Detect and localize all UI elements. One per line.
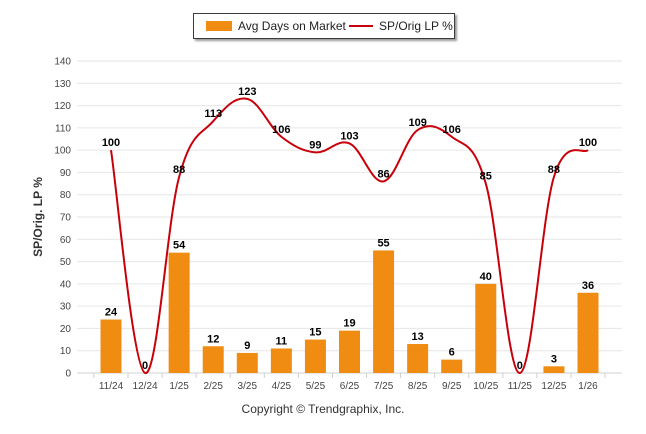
line-data-label: 99 (309, 139, 321, 151)
bar (339, 330, 360, 373)
bar (475, 283, 497, 373)
y-tick-label: 10 (60, 346, 72, 357)
x-tick-label: 6/25 (340, 381, 360, 392)
bar-data-label: 0 (517, 360, 523, 372)
bar-data-label: 36 (582, 280, 594, 292)
line-data-label: 106 (443, 124, 461, 136)
line-data-label: 100 (102, 137, 120, 149)
bar-data-label: 19 (343, 318, 355, 330)
y-tick-label: 110 (55, 123, 71, 134)
bar (441, 359, 463, 373)
y-tick-label: 30 (60, 302, 72, 313)
bar (543, 366, 565, 373)
line-data-label: 88 (173, 164, 185, 176)
x-tick-label: 11/25 (508, 381, 533, 392)
line-data-label: 113 (204, 108, 222, 120)
y-tick-label: 60 (60, 235, 72, 246)
y-tick-label: 0 (65, 369, 71, 380)
bar-data-label: 9 (244, 340, 250, 352)
line-series (110, 97, 589, 375)
legend-line-label: SP/Orig LP % (379, 19, 453, 33)
x-tick-label: 12/25 (541, 381, 566, 392)
bar-data-label: 55 (377, 237, 389, 249)
x-tick-label: 7/25 (374, 381, 394, 392)
y-tick-label: 130 (54, 79, 71, 90)
y-tick-label: 20 (60, 324, 72, 335)
bar-data-label: 15 (309, 327, 321, 339)
bar-data-label: 13 (412, 331, 424, 343)
y-tick-label: 50 (60, 257, 72, 268)
bar-series (100, 250, 599, 373)
bar-data-label: 6 (449, 347, 455, 359)
bar (304, 339, 326, 373)
line-data-label: 103 (340, 130, 358, 142)
bar (270, 348, 292, 373)
legend-bar-label: Avg Days on Market (238, 19, 346, 33)
x-tick-label: 3/25 (238, 381, 258, 392)
x-tick-label: 5/25 (306, 381, 326, 392)
x-tick-label: 4/25 (272, 381, 292, 392)
legend-bar-swatch (206, 21, 232, 31)
y-tick-label: 120 (54, 101, 71, 112)
bar (202, 346, 224, 373)
y-axis-label: SP/Orig. LP % (31, 177, 45, 257)
line-data-label: 100 (579, 137, 597, 149)
line-data-label: 123 (238, 86, 256, 98)
bar-data-label: 40 (480, 271, 492, 283)
x-tick-label: 9/25 (442, 381, 462, 392)
bar (577, 292, 599, 373)
bar (100, 319, 122, 373)
gridlines (77, 60, 622, 374)
y-tick-label: 100 (54, 146, 71, 157)
copyright-text: Copyright © Trendgraphix, Inc. (241, 402, 405, 416)
bar-data-label: 3 (551, 353, 557, 365)
bar (236, 352, 258, 373)
line-data-label: 106 (272, 124, 290, 136)
y-axis-ticks: 0 10 20 30 40 50 60 70 80 90 100 110 120 130 140 (54, 57, 71, 380)
x-tick-label: 1/26 (578, 381, 598, 392)
legend: Avg Days on Market SP/Orig LP % (193, 13, 455, 39)
bar-data-label: 11 (276, 335, 288, 347)
line-data-label: 86 (377, 168, 389, 180)
bar-data-label: 0 (142, 360, 148, 372)
legend-line-swatch (349, 25, 373, 27)
y-tick-label: 140 (54, 57, 71, 68)
x-axis: 11/24 12/24 1/25 2/25 3/25 4/25 5/25 6/25 7/25 8/… (77, 372, 622, 392)
bar (168, 252, 190, 373)
y-tick-label: 90 (60, 168, 72, 179)
x-tick-label: 11/24 (99, 381, 124, 392)
line-data-label: 88 (548, 164, 560, 176)
line-data-label: 109 (408, 117, 426, 129)
bar (373, 250, 395, 373)
line-data-label: 85 (480, 171, 492, 183)
x-tick-label: 12/24 (133, 381, 158, 392)
y-tick-label: 70 (60, 213, 72, 224)
x-tick-label: 2/25 (203, 381, 223, 392)
x-tick-label: 10/25 (473, 381, 498, 392)
bar-data-label: 54 (173, 240, 186, 252)
bar (407, 344, 429, 373)
bar-data-label: 24 (105, 307, 118, 319)
x-tick-label: 8/25 (408, 381, 428, 392)
data-labels: 24 0 54 12 9 11 15 19 55 13 6 40 0 3 36 100 88 113 123 106 9… (102, 86, 597, 372)
bar-data-label: 12 (207, 333, 219, 345)
y-tick-label: 80 (60, 190, 72, 201)
y-tick-label: 40 (60, 279, 72, 290)
x-tick-label: 1/25 (169, 381, 189, 392)
